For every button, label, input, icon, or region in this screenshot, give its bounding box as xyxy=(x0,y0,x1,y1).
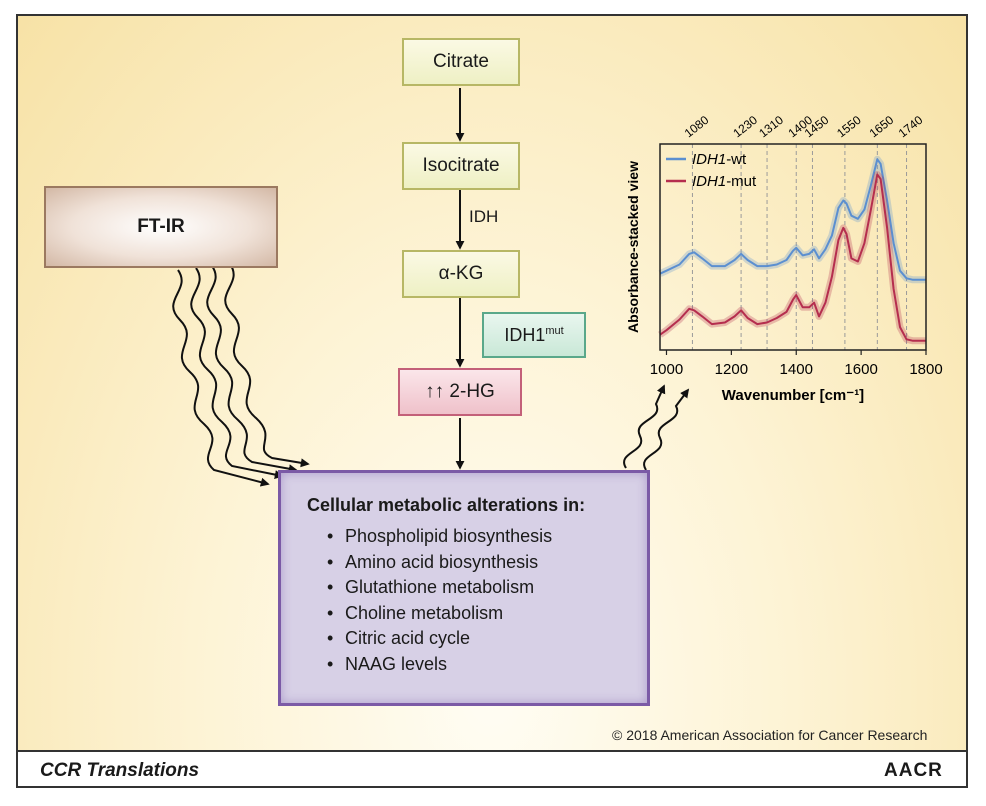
wavy-arrow-3 xyxy=(206,265,298,474)
x-tick-label: 1000 xyxy=(650,361,683,378)
marker-lines xyxy=(691,144,908,350)
list-item: Citric acid cycle xyxy=(327,626,647,652)
marker-label: 1080 xyxy=(682,113,712,141)
marker-label: 1550 xyxy=(834,113,864,141)
isocitrate-label: Isocitrate xyxy=(422,155,500,176)
list-item: Amino acid biosynthesis xyxy=(327,550,647,576)
legend-label: IDH1-mut xyxy=(692,173,757,190)
citrate-box: Citrate xyxy=(402,38,520,86)
two-hg-box: ↑↑ 2-HG xyxy=(398,368,522,416)
alterations-list: Phospholipid biosynthesis Amino acid bio… xyxy=(307,524,647,677)
wavy-arrow-6 xyxy=(643,388,690,471)
legend: IDH1-wt IDH1-mut xyxy=(666,151,757,190)
x-axis-label: Wavenumber [cm⁻¹] xyxy=(722,387,864,404)
isocitrate-box: Isocitrate xyxy=(402,142,520,190)
list-item: Phospholipid biosynthesis xyxy=(327,524,647,550)
ftir-box: FT-IR xyxy=(44,186,278,268)
list-item: Glutathione metabolism xyxy=(327,575,647,601)
footer-divider xyxy=(18,750,966,752)
aacr-logo: AACR xyxy=(884,760,943,781)
x-axis: 1000 1200 1400 1600 1800 xyxy=(650,350,943,378)
x-tick-label: 1800 xyxy=(909,361,942,378)
idh1mut-label: IDH1mut xyxy=(504,324,564,345)
akg-label: α-KG xyxy=(438,263,484,284)
series-line-2 xyxy=(659,173,926,342)
ftir-label: FT-IR xyxy=(137,216,185,237)
akg-box: α-KG xyxy=(402,250,520,298)
wavy-arrow-4 xyxy=(224,263,310,468)
marker-label: 1230 xyxy=(730,113,760,141)
legend-label: IDH1-wt xyxy=(692,151,747,168)
x-tick-label: 1200 xyxy=(715,361,748,378)
ccr-translations-footer: CCR Translations xyxy=(40,760,200,781)
copyright-notice: © 2018 American Association for Cancer R… xyxy=(612,727,928,743)
wavy-arrow-5 xyxy=(623,384,666,469)
plot-frame xyxy=(659,143,927,351)
marker-label: 1740 xyxy=(896,113,926,141)
two-hg-label: ↑↑ 2-HG xyxy=(425,381,495,402)
cellular-alterations-box: Cellular metabolic alterations in: Phosp… xyxy=(278,470,650,706)
ftir-wavy-arrows xyxy=(172,263,310,487)
wavy-arrow-1 xyxy=(172,269,270,487)
citrate-label: Citrate xyxy=(433,51,489,72)
idh-label: IDH xyxy=(469,207,499,226)
idh1mut-box: IDH1mut xyxy=(482,312,586,358)
outer-frame xyxy=(16,14,968,788)
list-item: NAAG levels xyxy=(327,652,647,678)
cellular-alterations-title: Cellular metabolic alterations in: xyxy=(307,495,586,515)
marker-label: 1650 xyxy=(867,113,897,141)
spectrum-wavy-arrows xyxy=(623,384,690,471)
y-axis-label: Absorbance-stacked view xyxy=(625,161,641,333)
x-tick-label: 1600 xyxy=(844,361,877,378)
list-item: Choline metabolism xyxy=(327,601,647,627)
series-group xyxy=(658,155,926,345)
marker-label: 1310 xyxy=(756,113,786,141)
series-line-1 xyxy=(659,158,926,281)
x-tick-label: 1400 xyxy=(780,361,813,378)
wavy-arrow-2 xyxy=(190,267,284,480)
